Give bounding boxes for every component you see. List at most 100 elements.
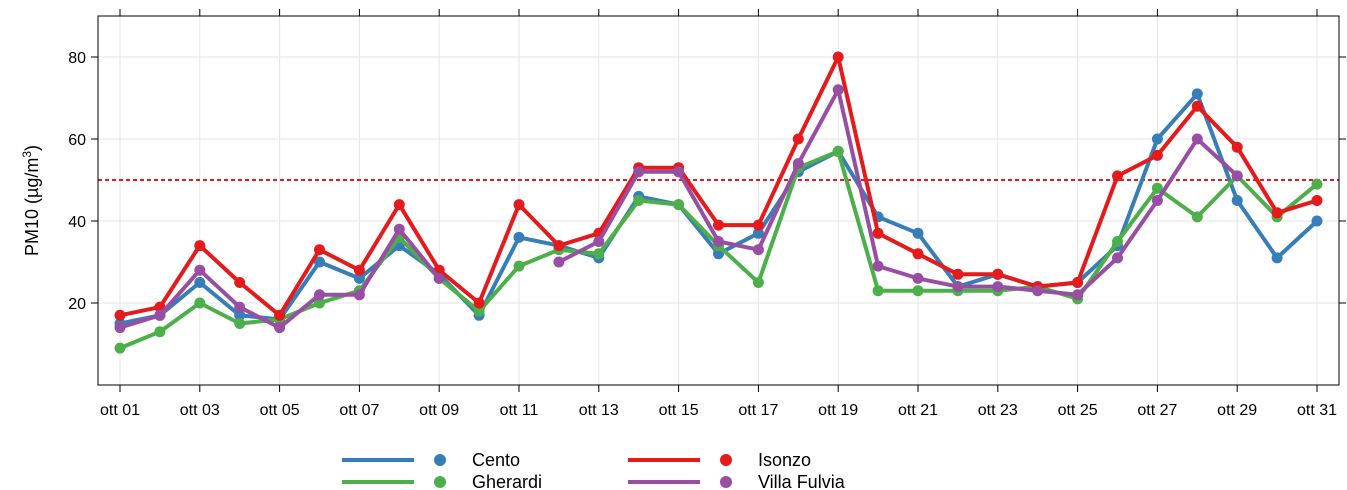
data-point — [593, 236, 605, 247]
x-tick-label: ott 31 — [1297, 402, 1337, 419]
data-point — [154, 326, 166, 338]
data-point — [314, 244, 325, 256]
legend-item-gherardi: Gherardi — [342, 472, 542, 490]
data-point — [752, 277, 764, 288]
data-point — [513, 199, 525, 211]
data-point — [473, 297, 485, 309]
x-tick-label: ott 11 — [500, 402, 539, 419]
x-tick-label: ott 13 — [579, 402, 619, 419]
data-point — [952, 268, 964, 280]
data-point — [1112, 252, 1123, 264]
data-point — [1311, 195, 1323, 206]
data-point — [114, 342, 126, 354]
data-point — [1072, 289, 1084, 301]
data-point — [1151, 149, 1163, 161]
data-point — [912, 272, 924, 284]
series-line — [118, 55, 1319, 318]
x-tick-label: ott 09 — [419, 402, 459, 419]
x-tick-label: ott 21 — [898, 402, 938, 419]
data-point — [713, 236, 724, 247]
legend-dot — [434, 476, 446, 488]
legend-label: Cento — [472, 450, 520, 470]
x-tick-label: ott 07 — [339, 402, 379, 419]
series-layer — [114, 51, 1323, 354]
x-tick-label: ott 01 — [100, 402, 140, 419]
data-point — [952, 281, 964, 293]
data-point — [872, 227, 884, 239]
legend-item-isonzo: Isonzo — [628, 450, 811, 470]
y-tick-label: 80 — [68, 50, 86, 67]
data-point — [673, 199, 685, 211]
data-point — [553, 256, 565, 268]
data-point — [353, 264, 365, 276]
data-point — [1311, 178, 1323, 190]
data-point — [832, 84, 844, 96]
data-point — [194, 297, 206, 309]
data-point — [1271, 252, 1283, 264]
data-point — [114, 322, 126, 334]
data-point — [393, 199, 405, 211]
data-point — [1191, 133, 1203, 145]
data-point — [473, 305, 485, 317]
data-point — [314, 289, 325, 301]
data-point — [992, 268, 1004, 280]
data-point — [353, 289, 365, 301]
data-point — [992, 281, 1004, 293]
data-point — [912, 227, 924, 239]
data-point — [114, 309, 126, 321]
data-point — [194, 277, 206, 288]
data-point — [1151, 195, 1163, 206]
x-tick-label: ott 25 — [1058, 402, 1098, 419]
data-point — [633, 166, 645, 178]
data-point — [274, 309, 286, 321]
data-point — [1231, 195, 1243, 206]
data-point — [1231, 141, 1243, 153]
x-tick-label: ott 19 — [818, 402, 858, 419]
data-point — [234, 309, 246, 321]
data-point — [353, 272, 365, 284]
y-axis-title: PM10 (µg/m3) — [20, 145, 42, 256]
data-point — [314, 256, 325, 268]
data-point — [752, 219, 764, 231]
data-point — [194, 264, 206, 276]
data-point — [593, 248, 605, 260]
data-point — [832, 51, 844, 63]
x-tick-label: ott 03 — [180, 402, 220, 419]
data-point — [1271, 207, 1283, 219]
data-point — [752, 244, 764, 256]
legend-item-villa-fulvia: Villa Fulvia — [628, 472, 846, 490]
data-point — [872, 285, 884, 297]
data-point — [912, 248, 924, 260]
data-point — [314, 297, 325, 309]
data-point — [194, 240, 206, 252]
data-point — [553, 240, 565, 252]
data-point — [1191, 100, 1203, 112]
legend-dot — [720, 454, 732, 466]
y-axis-title-base: PM10 (µg/m — [22, 158, 42, 256]
data-point — [513, 260, 525, 272]
axes: ott 01 ott 03 ott 05 ott 07 ott 09 ott 11 ott … — [68, 9, 1346, 419]
series-villa-fulvia — [114, 84, 1243, 334]
y-tick-label: 40 — [68, 214, 86, 231]
data-point — [713, 219, 724, 231]
data-point — [513, 231, 525, 243]
data-point — [872, 260, 884, 272]
x-tick-label: ott 23 — [978, 402, 1018, 419]
data-point — [1112, 236, 1123, 247]
x-tick-label: ott 05 — [260, 402, 300, 419]
x-tick-label: ott 15 — [659, 402, 699, 419]
data-point — [393, 223, 405, 235]
legend: Cento Gherardi Isonzo Villa Fulvia — [342, 450, 846, 490]
data-point — [752, 227, 764, 239]
data-point — [274, 322, 286, 334]
legend-dot — [720, 476, 732, 488]
x-tick-label: ott 29 — [1217, 402, 1257, 419]
data-point — [234, 318, 246, 329]
y-tick-label: 20 — [68, 296, 86, 313]
legend-item-cento: Cento — [342, 450, 520, 470]
data-point — [792, 158, 804, 170]
data-point — [1191, 88, 1203, 100]
data-point — [1072, 277, 1084, 288]
data-point — [433, 272, 445, 284]
data-point — [1112, 170, 1123, 182]
